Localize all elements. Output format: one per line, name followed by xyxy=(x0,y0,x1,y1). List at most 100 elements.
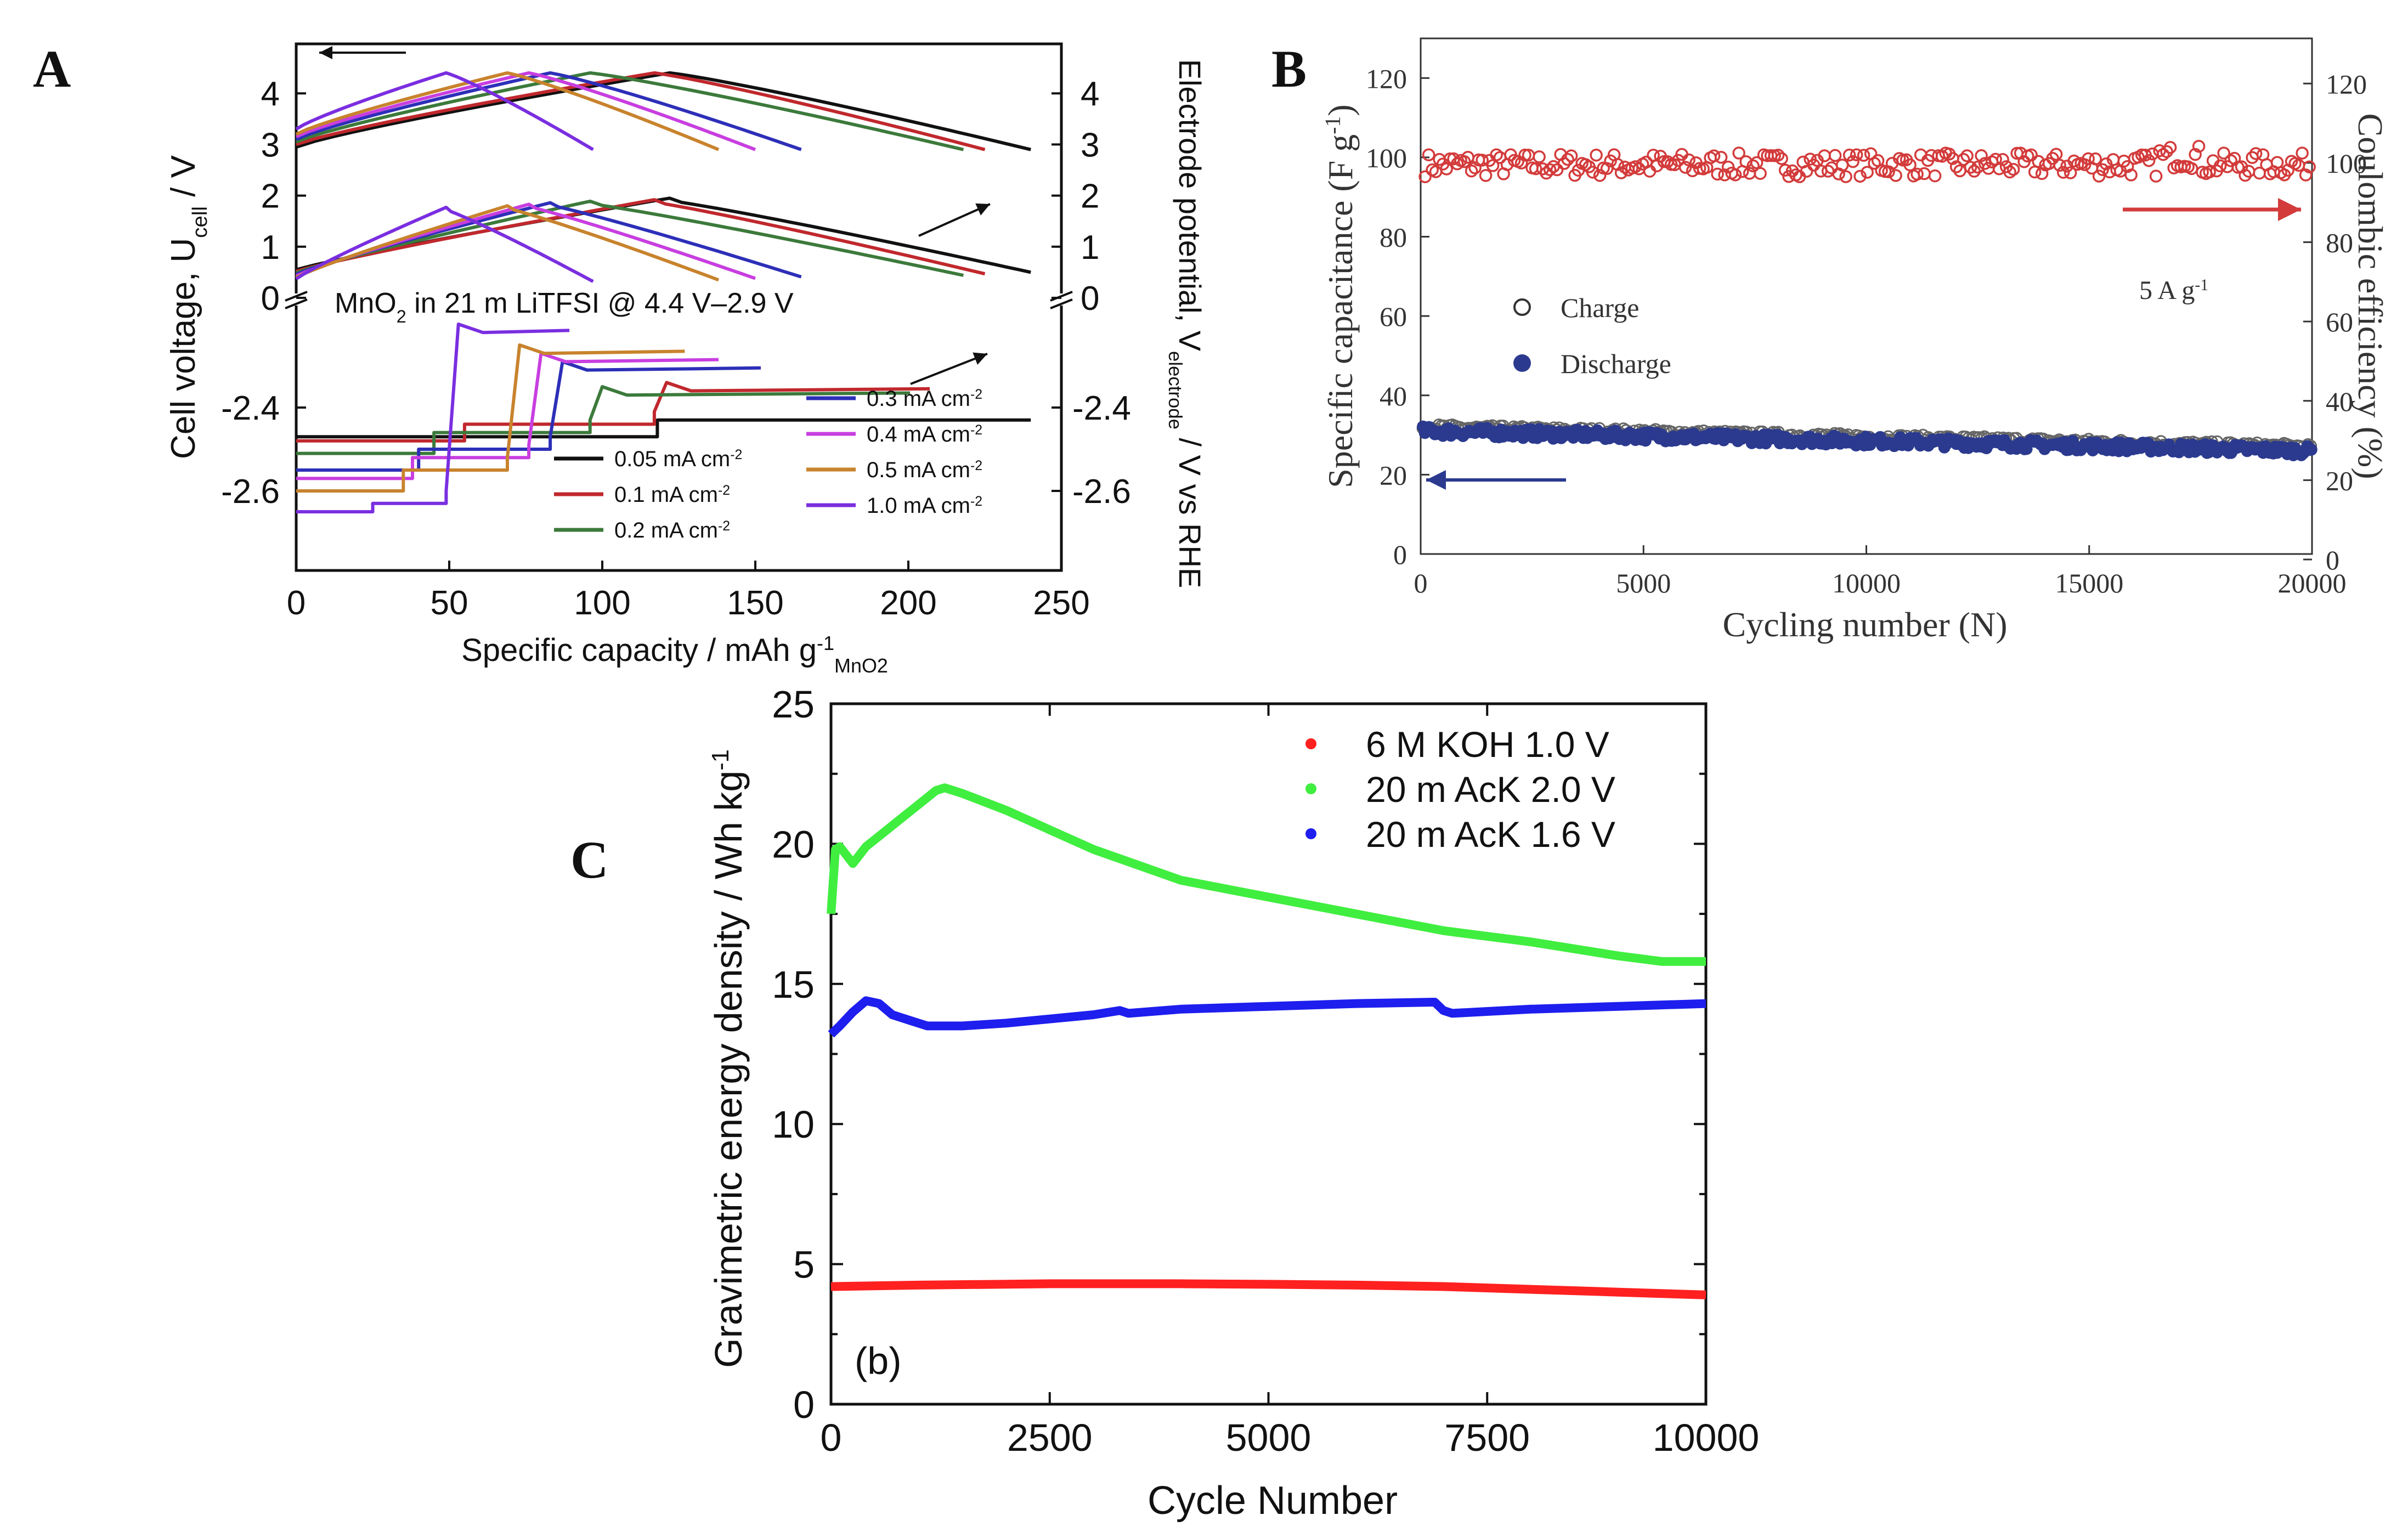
chart-b-point xyxy=(1918,167,1931,180)
chart-b-point xyxy=(2305,443,2317,456)
chart-b-point xyxy=(1949,160,1963,173)
chart-a-cell-voltage-line xyxy=(295,71,802,151)
chart-b-point xyxy=(1557,157,1571,170)
chart-b-point xyxy=(2239,168,2252,182)
chart-b-point xyxy=(2189,148,2202,161)
chart-b-point xyxy=(2025,148,2038,162)
chart-a-cell-voltage-line xyxy=(296,71,1031,151)
chart-a-negative-potential-line xyxy=(296,381,930,443)
chart-a-positive-potential-line xyxy=(296,198,986,276)
chart-b-point xyxy=(2203,165,2216,179)
chart-b-ytick-label-left: 20 xyxy=(1380,460,1407,490)
chart-b-xtick-label: 10000 xyxy=(1832,568,1901,598)
chart-b-point xyxy=(1561,152,1574,166)
chart-b-legend-charge-marker xyxy=(1513,298,1531,316)
chart-a-ytick-label-right: 4 xyxy=(1081,75,1099,113)
chart-a-legend-label: 0.5 mA cm-2 xyxy=(867,458,982,482)
chart-a-xtick-label: 200 xyxy=(880,584,936,622)
chart-c-ytick-label: 15 xyxy=(772,963,815,1006)
chart-b-point xyxy=(1518,148,1531,162)
chart-a-ytick-label-left: -2.4 xyxy=(221,389,280,427)
chart-a-ytick-label-left: 0 xyxy=(261,280,280,318)
chart-b-point xyxy=(1450,157,1464,171)
chart-b-point xyxy=(1889,169,1902,182)
panel-label-a: A xyxy=(33,39,71,98)
chart-b-point xyxy=(1842,148,1856,162)
chart-b-ytick-label-left: 120 xyxy=(1366,63,1407,94)
chart-b-point xyxy=(2217,146,2230,160)
chart-b-xtick-label: 20000 xyxy=(2278,568,2347,598)
chart-b-point xyxy=(2149,169,2163,183)
chart-a-ytick-label-left: 1 xyxy=(261,229,280,267)
chart-c-series-line xyxy=(827,783,1706,966)
chart-a-cell-voltage-line xyxy=(295,71,964,151)
chart-b-ytick-label-left: 40 xyxy=(1380,381,1407,411)
chart-c-legend-marker xyxy=(1305,783,1316,794)
chart-c-legend-marker xyxy=(1305,738,1316,749)
chart-b-series-coulombic-efficiency xyxy=(1418,139,2316,183)
chart-b-xtick-label: 5000 xyxy=(1616,568,1671,598)
chart-b-point xyxy=(1964,161,1977,174)
chart-c-legend-label: 6 M KOH 1.0 V xyxy=(1366,724,1609,765)
chart-a-ytick-label-left: -2.6 xyxy=(221,473,280,511)
chart-b-point xyxy=(2213,159,2227,173)
chart-c-xtick-label: 10000 xyxy=(1653,1416,1760,1459)
chart-b-ytick-label-right: 100 xyxy=(2326,148,2367,179)
chart-a-cell-voltage-line xyxy=(295,71,720,151)
chart-b-point xyxy=(1903,158,1917,172)
chart-b-point xyxy=(1418,170,1432,183)
chart-a-negative-potential-line xyxy=(296,360,761,472)
chart-b-point xyxy=(1746,159,1760,173)
chart-b-point xyxy=(2185,162,2198,176)
chart-b-point xyxy=(1678,161,1692,174)
chart-b-point xyxy=(1853,169,1867,183)
chart-b-point xyxy=(1533,150,1546,163)
chart-b-point xyxy=(1479,169,1493,182)
chart-b-point xyxy=(1868,156,1881,170)
chart-b-point xyxy=(1975,149,1988,162)
chart-b-point xyxy=(1861,166,1874,179)
chart-b-point xyxy=(1465,164,1478,178)
chart-a-ytick-label-right: -2.4 xyxy=(1072,389,1131,427)
chart-a-xlabel: Specific capacity / mAh g-1MnO2 xyxy=(461,632,888,677)
chart-b-point xyxy=(2192,139,2206,153)
chart-a-arrow-right xyxy=(910,352,988,385)
chart-a-ylabel-left: Cell voltage, Ucell / V xyxy=(165,155,212,459)
chart-a-series xyxy=(295,71,964,455)
chart-b-ytick-label-right: 60 xyxy=(2326,307,2353,337)
chart-b-point xyxy=(1514,156,1528,169)
chart-a-ytick-label-right: 0 xyxy=(1081,280,1099,318)
chart-b-point xyxy=(1593,169,1607,182)
chart-b-ytick-label-right: 120 xyxy=(2326,69,2367,99)
chart-b-point xyxy=(2092,169,2106,183)
chart-b-point xyxy=(1529,162,1542,176)
chart-b-ytick-label-right: 20 xyxy=(2326,465,2353,496)
chart-a: 0 50 100 150 200 250 0 0 1 1 2 2 3 3 4 4 -2.4 -2.4 -2.6 -2.… xyxy=(165,42,1207,677)
chart-b-point xyxy=(1960,149,1974,162)
chart-b-ytick-label-left: 100 xyxy=(1366,143,1407,173)
chart-a-ytick-label-right: 1 xyxy=(1081,229,1099,267)
chart-a-xtick-label: 100 xyxy=(574,584,630,622)
chart-a-ytick-label-left: 4 xyxy=(261,75,280,113)
chart-a-xtick-label: 250 xyxy=(1033,584,1089,622)
chart-b-point xyxy=(1600,162,1614,176)
chart-b-point xyxy=(2249,147,2263,160)
chart-c-series-line xyxy=(830,1279,1706,1299)
chart-b-point xyxy=(1604,154,1617,168)
chart-a-cell-voltage-line xyxy=(296,71,986,151)
chart-b-point xyxy=(2089,152,2102,166)
chart-b-point xyxy=(1728,168,1742,182)
chart-b-point xyxy=(1732,146,1745,160)
chart-b-point xyxy=(1543,163,1557,177)
chart-c-ytick-label: 20 xyxy=(772,823,815,866)
chart-b-point xyxy=(2296,146,2309,160)
chart-b-point xyxy=(1996,153,2009,166)
panel-label-c: C xyxy=(570,830,608,889)
chart-b-point xyxy=(1422,148,1435,162)
chart-a-arrow-left xyxy=(319,46,406,59)
chart-c-xtick-label: 2500 xyxy=(1007,1416,1093,1459)
chart-b-legend-charge-label: Charge xyxy=(1561,292,1639,323)
chart-b-point xyxy=(2056,166,2070,179)
chart-c-xtick-label: 5000 xyxy=(1226,1416,1312,1459)
